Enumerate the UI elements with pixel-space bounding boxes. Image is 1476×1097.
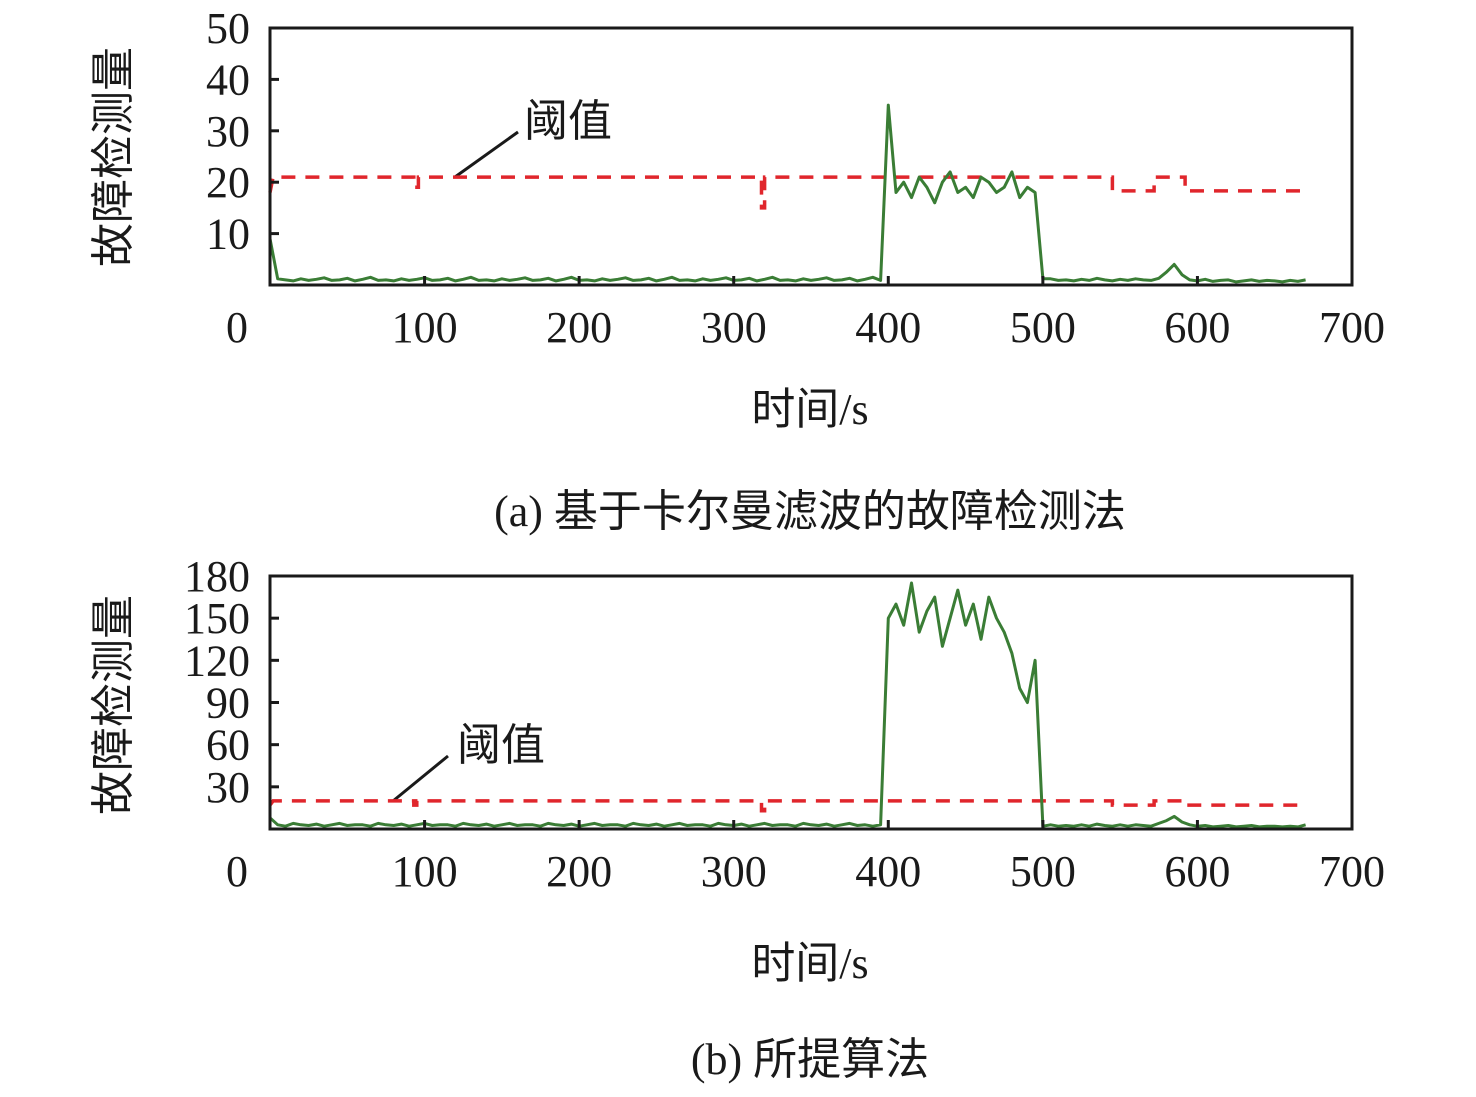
x-axis-label: 时间/s xyxy=(751,939,868,988)
x-tick-label: 100 xyxy=(392,847,458,896)
y-tick-label: 10 xyxy=(206,210,250,259)
x-tick-label: 500 xyxy=(1010,847,1076,896)
x-tick-label: 400 xyxy=(855,303,921,352)
annotation-leader xyxy=(392,754,449,803)
threshold-annotation: 阈值 xyxy=(457,721,545,770)
x-tick-label: 0 xyxy=(226,303,248,352)
y-tick-label: 150 xyxy=(184,594,250,643)
y-tick-label: 180 xyxy=(184,552,250,601)
y-tick-label: 20 xyxy=(206,158,250,207)
y-tick-label: 120 xyxy=(184,636,250,685)
y-tick-label: 60 xyxy=(206,721,250,770)
detection-line xyxy=(268,103,1306,284)
y-axis-label: 故障检测量 xyxy=(89,47,138,267)
plot-frame xyxy=(268,574,1354,831)
y-tick-label: 30 xyxy=(206,763,250,812)
x-tick-label: 400 xyxy=(855,847,921,896)
x-tick-label: 200 xyxy=(546,847,612,896)
x-tick-label: 300 xyxy=(701,303,767,352)
x-tick-label: 500 xyxy=(1010,303,1076,352)
y-tick-label: 90 xyxy=(206,679,250,728)
y-tick-label: 30 xyxy=(206,107,250,156)
annotation-leader xyxy=(454,130,519,179)
x-tick-label: 700 xyxy=(1319,847,1385,896)
x-tick-label: 600 xyxy=(1164,303,1230,352)
x-tick-label: 100 xyxy=(392,303,458,352)
caption: (b) 所提算法 xyxy=(691,1035,929,1084)
x-tick-label: 300 xyxy=(701,847,767,896)
threshold-line xyxy=(268,799,1306,813)
x-tick-label: 700 xyxy=(1319,303,1385,352)
threshold-annotation: 阈值 xyxy=(524,97,612,146)
x-axis-label: 时间/s xyxy=(751,385,868,434)
x-tick-label: 600 xyxy=(1164,847,1230,896)
plot-frame xyxy=(268,26,1354,287)
y-tick-label: 40 xyxy=(206,55,250,104)
y-tick-label: 50 xyxy=(206,4,250,53)
threshold-line xyxy=(268,175,1306,210)
y-axis-label: 故障检测量 xyxy=(89,595,138,815)
panel-b: 故障检测量 时间/s (b) 所提算法 阈值 0 100 200 300 400 500 6… xyxy=(89,552,1385,1084)
x-tick-label: 200 xyxy=(546,303,612,352)
caption: (a) 基于卡尔曼滤波的故障检测法 xyxy=(494,487,1126,536)
panel-a: 故障检测量 时间/s (a) 基于卡尔曼滤波的故障检测法 阈值 0 100 200 3… xyxy=(89,4,1385,536)
x-tick-label: 0 xyxy=(226,847,248,896)
detection-line xyxy=(268,581,1306,829)
